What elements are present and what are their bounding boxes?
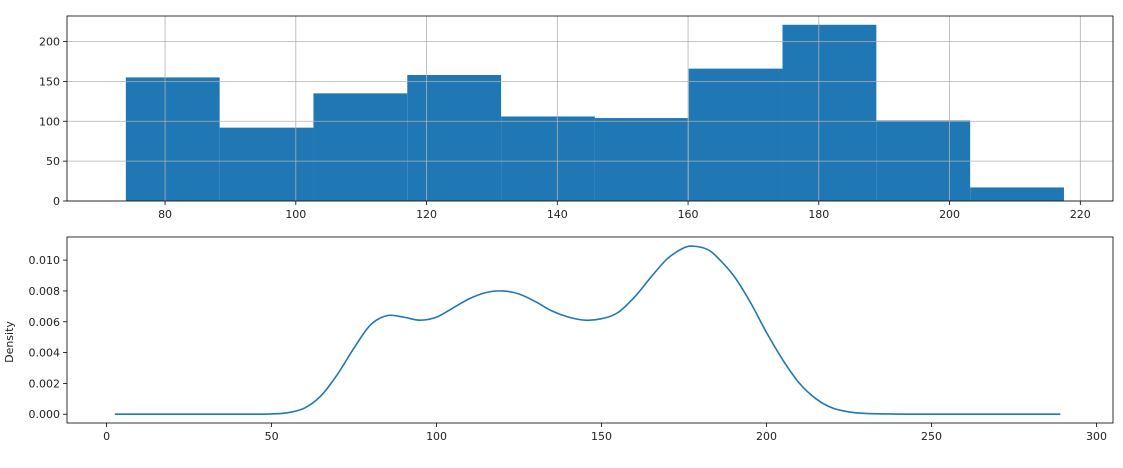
plot-frame bbox=[66, 15, 1114, 202]
y-tick-label: 0.008 bbox=[29, 285, 61, 298]
x-tick-label: 50 bbox=[265, 430, 279, 443]
plot-frame bbox=[66, 236, 1114, 424]
histogram-bar bbox=[313, 93, 408, 201]
x-tick-label: 220 bbox=[1070, 208, 1091, 221]
x-tick-label: 80 bbox=[158, 208, 172, 221]
x-tick-label: 200 bbox=[939, 208, 960, 221]
y-tick-label: 150 bbox=[39, 75, 60, 88]
histogram-bar bbox=[125, 77, 220, 201]
x-tick-label: 300 bbox=[1086, 430, 1107, 443]
y-axis-label: Density bbox=[3, 321, 16, 363]
y-tick-label: 50 bbox=[46, 155, 60, 168]
histogram-bar bbox=[407, 75, 502, 201]
x-tick-label: 160 bbox=[678, 208, 699, 221]
density-line bbox=[114, 245, 1061, 416]
y-tick-label: 0 bbox=[53, 195, 60, 208]
x-tick-label: 250 bbox=[921, 430, 942, 443]
histogram-bar bbox=[782, 24, 877, 202]
y-tick-label: 0.006 bbox=[29, 316, 61, 329]
density-axes: 0 50 100 150 200 250 300 0.000 0.002 0.004 0.006 0.… bbox=[3, 236, 1114, 443]
histogram-bar bbox=[501, 116, 595, 201]
x-tick-label: 150 bbox=[591, 430, 612, 443]
histogram-bar bbox=[688, 68, 783, 202]
histogram-axes: 80 100 120 140 160 180 200 220 0 50 100 150 200 bbox=[39, 15, 1114, 221]
y-tick-label: 0.002 bbox=[29, 377, 61, 390]
histogram-bar bbox=[970, 187, 1064, 201]
x-tick-label: 100 bbox=[285, 208, 306, 221]
x-tick-label: 140 bbox=[547, 208, 568, 221]
y-tick-label: 100 bbox=[39, 115, 60, 128]
histogram-bar bbox=[594, 118, 689, 201]
y-tick-label: 0.000 bbox=[29, 408, 61, 421]
x-tick-label: 200 bbox=[756, 430, 777, 443]
x-tick-label: 0 bbox=[103, 430, 110, 443]
x-tick-label: 100 bbox=[426, 430, 447, 443]
y-tick-label: 0.004 bbox=[29, 347, 61, 360]
y-tick-label: 0.010 bbox=[29, 254, 61, 267]
histogram-bar bbox=[219, 127, 314, 201]
x-tick-label: 180 bbox=[808, 208, 829, 221]
y-tick-label: 200 bbox=[39, 36, 60, 49]
x-tick-label: 120 bbox=[416, 208, 437, 221]
